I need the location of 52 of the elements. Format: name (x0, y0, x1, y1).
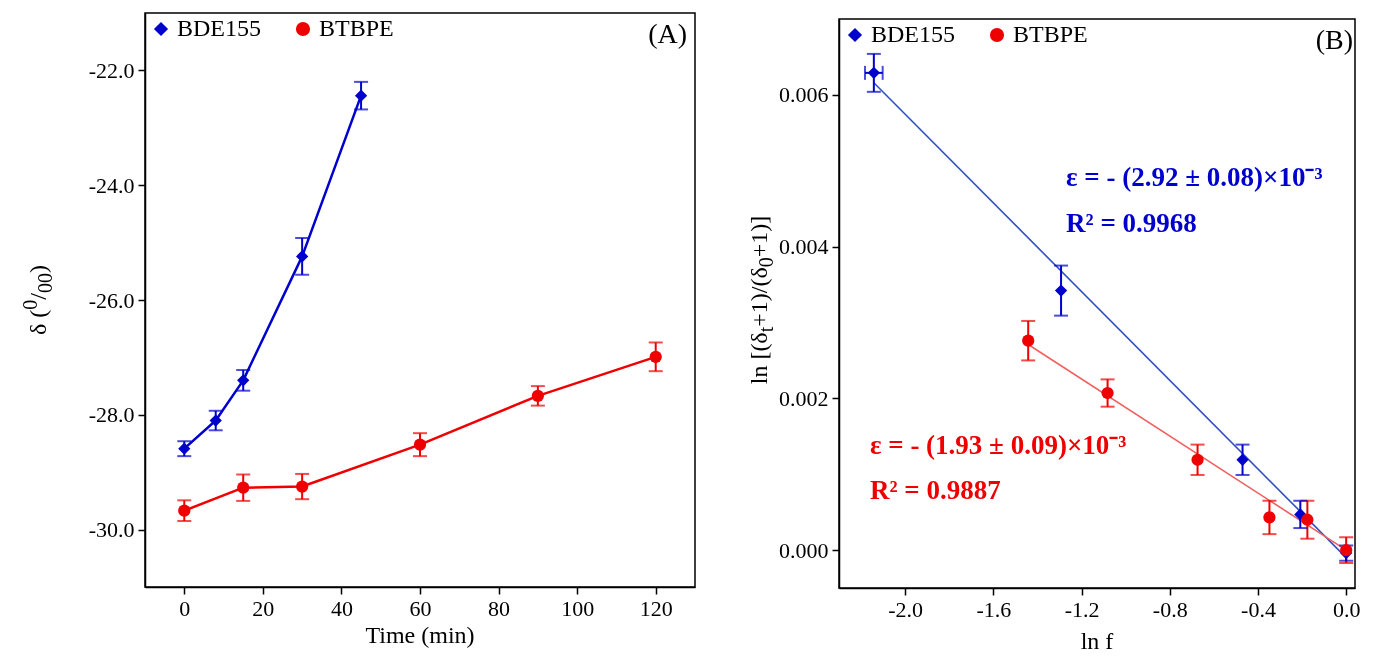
point (1236, 453, 1249, 466)
point (1101, 386, 1114, 400)
point (1054, 284, 1068, 297)
annotation: ε = - (2.92 ± 0.08)×10⁻³ (1066, 162, 1323, 193)
point (1263, 511, 1276, 524)
point (296, 250, 309, 263)
x-tick-label: 20 (252, 595, 275, 621)
x-tick-label: -0.8 (1152, 596, 1188, 622)
y-tick-label: -28.0 (88, 402, 135, 428)
x-tick-label: -1.6 (976, 596, 1012, 622)
annotation: (A) (648, 18, 687, 49)
y-tick-label: -22.0 (88, 57, 135, 83)
point (1191, 453, 1204, 466)
point (531, 389, 544, 402)
point (237, 481, 250, 494)
x-tick-label: 80 (488, 595, 511, 621)
y-tick-label: 0.006 (779, 82, 829, 108)
x-tick-label: 100 (561, 595, 595, 621)
point (649, 350, 662, 363)
legend-label: BTBPE (319, 15, 394, 41)
y-tick-label: -24.0 (88, 172, 135, 198)
y-tick-label: -26.0 (88, 287, 135, 313)
point (237, 374, 250, 387)
x-tick-label: -0.4 (1241, 596, 1276, 622)
y-tick-label: 0.000 (779, 537, 829, 563)
x-tick-label: 40 (330, 595, 353, 621)
point (413, 438, 427, 451)
legend-label: BDE155 (871, 21, 955, 47)
x-tick-label: 120 (639, 595, 673, 621)
point (354, 89, 368, 102)
legend-label: BDE155 (177, 15, 261, 41)
point (1022, 334, 1035, 347)
x-axis-title: ln f (1080, 628, 1114, 655)
y-tick-label: -30.0 (88, 517, 135, 543)
x-tick-label: 60 (409, 595, 432, 621)
x-tick-label: -1.2 (1064, 596, 1100, 622)
annotation: R² = 0.9887 (869, 475, 1001, 506)
x-axis-title: Time (min) (365, 622, 475, 649)
annotation: (B) (1315, 24, 1353, 55)
annotation: ε = - (1.93 ± 0.09)×10⁻³ (869, 429, 1127, 460)
annotation: R² = 0.9968 (1066, 207, 1197, 238)
point (209, 414, 222, 427)
x-tick-label: 0.0 (1332, 596, 1361, 622)
y-tick-label: 0.002 (779, 385, 829, 411)
x-tick-label: 0 (179, 595, 191, 621)
point (1301, 513, 1314, 526)
point (867, 66, 880, 79)
point (296, 480, 309, 493)
legend-label: BTBPE (1013, 21, 1088, 47)
y-tick-label: 0.004 (779, 234, 829, 260)
x-tick-label: -2.0 (888, 596, 924, 622)
point (178, 504, 191, 517)
